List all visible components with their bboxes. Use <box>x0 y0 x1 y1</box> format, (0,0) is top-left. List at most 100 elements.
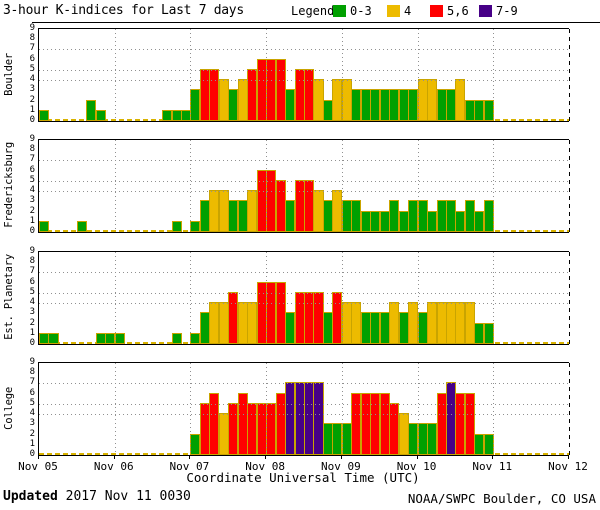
plot-area <box>39 29 570 121</box>
day-gridline <box>493 363 495 455</box>
day-gridline <box>417 252 419 344</box>
x-tick <box>340 455 342 459</box>
chart-panel-boulder <box>38 28 570 122</box>
legend-swatch-purple <box>479 5 492 17</box>
y-tick-label: 7 <box>29 377 35 388</box>
panel-right-border <box>569 29 570 121</box>
y-tick-label: 1 <box>29 327 35 338</box>
day-gridline <box>341 140 343 232</box>
legend-label: Legend: <box>291 4 342 18</box>
x-tick-label: Nov 11 <box>472 460 513 473</box>
x-tick <box>113 455 115 459</box>
plot-area <box>39 140 570 232</box>
day-gridline <box>190 140 192 232</box>
plot-area <box>39 363 570 455</box>
station-label: Boulder <box>1 28 17 120</box>
y-tick-label: 8 <box>29 33 35 44</box>
y-tick-label: 7 <box>29 266 35 277</box>
y-tick-label: 3 <box>29 418 35 429</box>
y-tick-label: 6 <box>29 164 35 175</box>
credit-text: NOAA/SWPC Boulder, CO USA <box>407 491 596 506</box>
y-tick-label: 4 <box>29 74 35 85</box>
y-tick-label: 1 <box>29 215 35 226</box>
day-gridline <box>190 29 192 121</box>
x-tick-label: Nov 09 <box>320 460 361 473</box>
k-threshold-gridline <box>39 414 569 416</box>
y-tick-label: 2 <box>29 428 35 439</box>
y-tick-label: 0 <box>29 115 35 125</box>
y-tick-label: 2 <box>29 205 35 216</box>
k-threshold-gridline <box>39 180 569 182</box>
y-tick-label: 8 <box>29 144 35 155</box>
legend-bin-label: 5,6 <box>447 4 469 18</box>
k-bar <box>114 332 125 344</box>
k-bar <box>48 332 59 344</box>
day-gridline <box>114 29 116 121</box>
k-threshold-gridline <box>39 191 569 193</box>
updated-timestamp: Updated 2017 Nov 11 0030 <box>3 489 191 504</box>
k-threshold-gridline <box>39 80 569 82</box>
y-tick-label: 3 <box>29 84 35 95</box>
day-gridline <box>114 252 116 344</box>
y-tick-label: 9 <box>29 357 35 367</box>
k-bar <box>95 109 106 121</box>
plot-area <box>39 252 570 344</box>
station-label-text: Fredericksburg <box>3 142 15 228</box>
x-tick <box>492 455 494 459</box>
y-tick-label: 7 <box>29 154 35 165</box>
legend: Legend: 0-3 4 5,6 7-9 <box>0 0 600 22</box>
k-threshold-gridline <box>39 160 569 162</box>
day-gridline <box>341 252 343 344</box>
y-tick-label: 1 <box>29 104 35 115</box>
day-gridline <box>493 140 495 232</box>
k-threshold-gridline <box>39 272 569 274</box>
x-tick-label: Nov 10 <box>396 460 437 473</box>
k-bar <box>39 220 50 232</box>
y-tick-label: 4 <box>29 185 35 196</box>
station-label-text: Est. Planetary <box>3 254 15 340</box>
day-gridline <box>266 29 268 121</box>
k-bar <box>171 220 182 232</box>
day-gridline <box>417 140 419 232</box>
x-tick-label: Nov 08 <box>245 460 286 473</box>
legend-swatch-green <box>333 5 346 17</box>
day-gridline <box>266 252 268 344</box>
y-tick-label: 3 <box>29 195 35 206</box>
k-bar <box>39 109 50 121</box>
day-gridline <box>114 140 116 232</box>
legend-swatch-yellow <box>387 5 400 17</box>
y-tick-label: 5 <box>29 397 35 408</box>
chart-panel-est-planetary <box>38 251 570 345</box>
y-tick-label: 2 <box>29 94 35 105</box>
x-tick-label: Nov 06 <box>93 460 134 473</box>
y-tick-label: 0 <box>29 338 35 348</box>
chart-panel-fredericksburg <box>38 139 570 233</box>
x-tick <box>568 455 569 459</box>
k-bar <box>464 392 475 455</box>
y-tick-label: 1 <box>29 438 35 449</box>
day-gridline <box>190 363 192 455</box>
y-tick-label: 5 <box>29 63 35 74</box>
k-threshold-gridline <box>39 69 569 71</box>
station-label-text: Boulder <box>3 52 15 96</box>
station-label-text: College <box>3 386 15 430</box>
y-tick-label: 6 <box>29 53 35 64</box>
station-label: College <box>1 362 17 454</box>
legend-bin-label: 4 <box>404 4 412 18</box>
y-tick-label: 0 <box>29 449 35 459</box>
y-tick-label: 4 <box>29 297 35 308</box>
day-gridline <box>417 363 419 455</box>
y-tick-label: 5 <box>29 174 35 185</box>
updated-label: Updated <box>3 489 58 504</box>
day-gridline <box>493 252 495 344</box>
k-threshold-gridline <box>39 403 569 405</box>
day-gridline <box>266 363 268 455</box>
chart-title: 3-hour K-indices for Last 7 days <box>3 3 244 18</box>
chart-panel-college <box>38 362 570 456</box>
y-tick-label: 2 <box>29 317 35 328</box>
k-bar <box>76 220 87 232</box>
k-threshold-gridline <box>39 383 569 385</box>
panel-right-border <box>569 252 570 344</box>
k-bar <box>171 332 182 344</box>
